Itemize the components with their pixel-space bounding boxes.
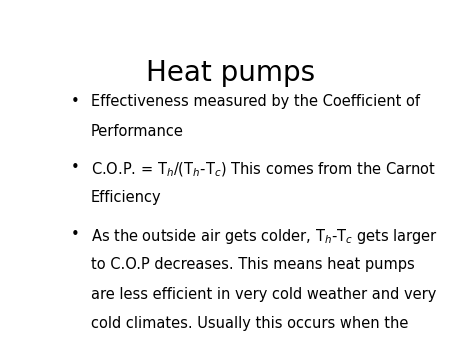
Text: As the outside air gets colder, T$_{h}$-T$_{c}$ gets larger: As the outside air gets colder, T$_{h}$-… <box>91 227 438 246</box>
Text: •: • <box>71 227 80 242</box>
Text: C.O.P. = T$_{h}$/(T$_{h}$-T$_{c}$) This comes from the Carnot: C.O.P. = T$_{h}$/(T$_{h}$-T$_{c}$) This … <box>91 160 436 179</box>
Text: Effectiveness measured by the Coefficient of: Effectiveness measured by the Coefficien… <box>91 94 420 109</box>
Text: Performance: Performance <box>91 124 184 139</box>
Text: Efficiency: Efficiency <box>91 190 162 205</box>
Text: to C.O.P decreases. This means heat pumps: to C.O.P decreases. This means heat pump… <box>91 257 415 271</box>
Text: Heat pumps: Heat pumps <box>146 59 315 87</box>
Text: •: • <box>71 160 80 175</box>
Text: cold climates. Usually this occurs when the: cold climates. Usually this occurs when … <box>91 316 409 332</box>
Text: are less efficient in very cold weather and very: are less efficient in very cold weather … <box>91 287 436 301</box>
Text: •: • <box>71 94 80 109</box>
